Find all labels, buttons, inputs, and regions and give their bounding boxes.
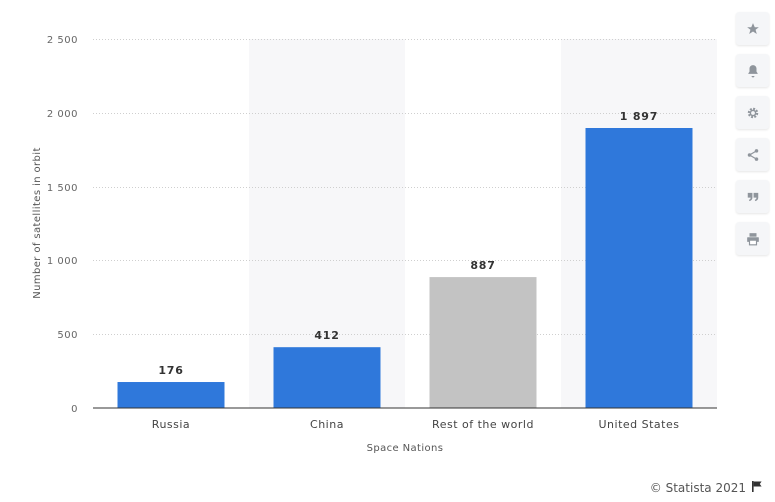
flag-icon[interactable] bbox=[751, 480, 763, 495]
settings-button[interactable] bbox=[736, 96, 769, 129]
x-tick-label: United States bbox=[599, 418, 680, 431]
bar[interactable] bbox=[117, 382, 225, 408]
notification-button[interactable] bbox=[736, 54, 769, 87]
y-tick-label: 500 bbox=[57, 330, 78, 341]
y-axis-ticks: 0 500 1 000 1 500 2 000 2 500 bbox=[47, 35, 78, 415]
credits-text: © Statista 2021 bbox=[649, 480, 746, 495]
y-axis-title: Number of satellites in orbit bbox=[32, 147, 43, 299]
y-tick-label: 1 000 bbox=[47, 256, 78, 267]
y-tick-label: 1 500 bbox=[47, 183, 78, 194]
bar[interactable] bbox=[585, 128, 693, 408]
bell-icon bbox=[746, 64, 760, 78]
x-axis-title: Space Nations bbox=[367, 443, 444, 454]
y-tick-label: 2 500 bbox=[47, 35, 78, 46]
x-tick-label: Rest of the world bbox=[432, 418, 534, 431]
x-tick-label: China bbox=[310, 418, 344, 431]
bar[interactable] bbox=[273, 347, 381, 408]
column-band bbox=[249, 39, 405, 408]
favorite-button[interactable] bbox=[736, 12, 769, 45]
data-label: 1 897 bbox=[620, 110, 658, 123]
quote-icon bbox=[746, 190, 760, 204]
bar[interactable] bbox=[429, 277, 537, 408]
cite-button[interactable] bbox=[736, 180, 769, 213]
print-button[interactable] bbox=[736, 222, 769, 255]
y-tick-label: 2 000 bbox=[47, 109, 78, 120]
x-tick-label: Russia bbox=[152, 418, 190, 431]
credits: © Statista 2021 bbox=[650, 480, 763, 495]
data-label: 412 bbox=[314, 329, 339, 342]
x-axis-categories: Russia China Rest of the world United State… bbox=[152, 418, 680, 431]
data-label: 887 bbox=[470, 259, 495, 272]
bars bbox=[117, 128, 693, 408]
y-tick-label: 0 bbox=[71, 404, 78, 415]
gear-icon bbox=[746, 106, 760, 120]
share-icon bbox=[746, 148, 760, 162]
data-label: 176 bbox=[158, 364, 183, 377]
share-button[interactable] bbox=[736, 138, 769, 171]
chart-toolbar bbox=[736, 12, 769, 264]
star-icon bbox=[746, 22, 760, 36]
print-icon bbox=[746, 232, 760, 246]
data-labels: 176 412 887 1 897 bbox=[158, 110, 658, 377]
